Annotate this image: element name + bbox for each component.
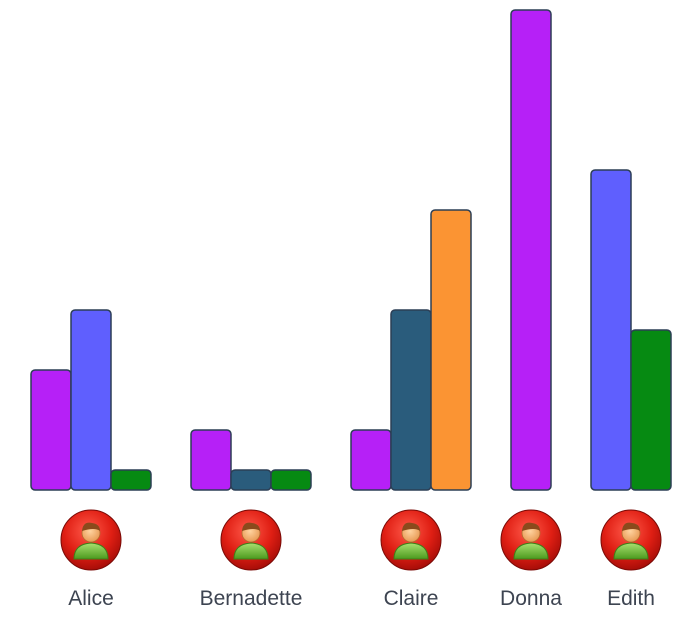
bar-edith-2 bbox=[630, 329, 672, 491]
category-label: Donna bbox=[500, 587, 562, 610]
bar-alice-1 bbox=[30, 369, 72, 491]
user-avatar-icon bbox=[500, 509, 562, 571]
bar-edith-1 bbox=[590, 169, 632, 491]
bar-claire-1 bbox=[350, 429, 392, 491]
user-avatar-icon bbox=[220, 509, 282, 571]
category-label: Claire bbox=[384, 587, 439, 610]
bars-layer bbox=[30, 9, 672, 491]
bar-claire-2 bbox=[390, 309, 432, 491]
bar-alice-3 bbox=[110, 469, 152, 491]
bar-alice-2 bbox=[70, 309, 112, 491]
bar-bernadette-2 bbox=[230, 469, 272, 491]
user-avatar-icon bbox=[380, 509, 442, 571]
category-label: Edith bbox=[607, 587, 655, 610]
user-avatar-icon bbox=[60, 509, 122, 571]
avatars-layer bbox=[60, 509, 662, 571]
bar-claire-3 bbox=[430, 209, 472, 491]
category-label: Alice bbox=[68, 587, 114, 610]
bar-bernadette-1 bbox=[190, 429, 232, 491]
user-avatar-icon bbox=[600, 509, 662, 571]
category-label: Bernadette bbox=[200, 587, 303, 610]
category-labels: Alice Bernadette Claire Donna Edith bbox=[68, 587, 655, 610]
bar-donna-1 bbox=[510, 9, 552, 491]
bar-bernadette-3 bbox=[270, 469, 312, 491]
